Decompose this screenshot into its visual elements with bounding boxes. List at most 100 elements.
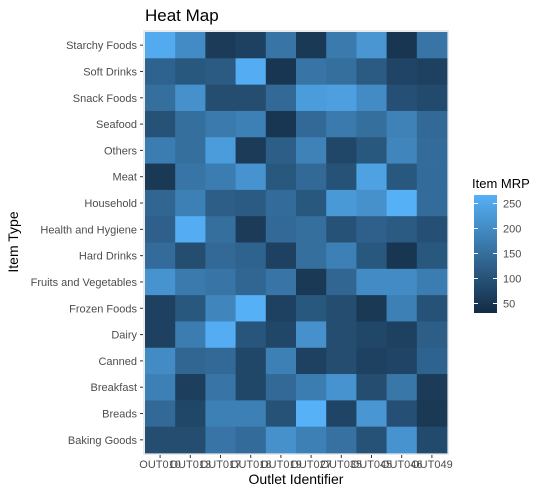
x-tick-label: OUT049 [411,459,453,471]
heatmap-cell [235,295,267,322]
heatmap-cell [205,295,236,322]
heatmap-cell [326,347,357,375]
heatmap-cell [265,84,297,112]
heatmap-cell [296,137,327,164]
heatmap-cell [326,374,357,401]
y-tick-label: Breakfast [91,382,137,394]
heatmap-cell [296,295,327,322]
heatmap-cell [145,426,176,454]
heatmap-cell [235,268,267,296]
heatmap-cell [145,110,176,138]
heatmap-cell [326,110,357,138]
heatmap-cell [235,189,267,217]
heatmap-cell [205,189,236,217]
heatmap-cell [145,32,176,59]
heatmap-cell [386,374,418,401]
heatmap-cell [235,216,267,243]
y-tick-label: Baking Goods [68,435,138,447]
heatmap-cell [386,32,418,59]
heatmap-cell [235,137,267,164]
heatmap-cell [296,400,327,428]
heatmap-cell [356,32,387,59]
heatmap-cell [416,400,448,428]
heatmap-cell [235,400,267,428]
heatmap-cell [386,295,418,322]
heatmap-cell [326,216,357,243]
heatmap-cell [326,58,357,86]
heatmap-cell [145,189,176,217]
heatmap-cell [296,347,327,375]
heatmap-cell [265,32,297,59]
y-tick-label: Breads [102,409,137,421]
heatmap-cell [205,347,236,375]
heatmap-cell [326,163,357,191]
heatmap-cell [356,268,387,296]
heatmap-cell [326,137,357,164]
heatmap-cell [386,321,418,349]
heatmap-cell [386,58,418,86]
heatmap-cell [145,374,176,401]
heatmap-cell [265,58,297,86]
heatmap-cell [386,84,418,112]
heatmap-cell [356,242,387,270]
heatmap-cell [356,58,387,86]
heatmap-cell [356,400,387,428]
x-tick-label: OUT027 [290,459,332,471]
y-tick-label: Others [104,145,138,157]
x-tick-label: OUT019 [260,459,302,471]
x-tick-label: OUT018 [230,459,272,471]
heatmap-cell [386,163,418,191]
colorbar-tick-label: 200 [503,224,521,236]
heatmap-cell [386,110,418,138]
heatmap-cell [356,347,387,375]
heatmap-cell [205,32,236,59]
colorbar-tick-label: 50 [503,299,515,311]
heatmap-cell [145,137,176,164]
heatmap-cell [205,58,236,86]
y-tick-label: Snack Foods [73,93,138,105]
heatmap-cell [145,216,176,243]
legend-title: Item MRP [472,176,530,191]
heatmap-cell [386,347,418,375]
heatmap-cell [175,163,206,191]
heatmap-cell [145,163,176,191]
heatmap-cell [175,189,206,217]
heatmap-cell [265,216,297,243]
heatmap-cell [296,216,327,243]
heatmap-cell [265,347,297,375]
heatmap-cell [145,295,176,322]
heatmap-cell [265,268,297,296]
heatmap-cell [416,32,448,59]
heatmap-cell [356,110,387,138]
heatmap-cell [326,400,357,428]
heatmap-cell [296,426,327,454]
heatmap-cell [326,189,357,217]
y-tick-label: Canned [98,356,137,368]
heatmap-cell [175,137,206,164]
colorbar-tick-label: 150 [503,249,521,261]
heatmap-cell [356,84,387,112]
heatmap-cell [175,400,206,428]
heatmap-cell [205,400,236,428]
heatmap-cell [175,32,206,59]
heatmap-cell [175,268,206,296]
heatmap-cell [265,374,297,401]
heatmap-cell [205,321,236,349]
heatmap-cell [356,163,387,191]
heatmap-cell [326,242,357,270]
heatmap-cell [175,84,206,112]
heatmap-cell [386,189,418,217]
heatmap-cell [265,426,297,454]
heatmap-cell [416,58,448,86]
heatmap-cell [205,110,236,138]
heatmap-cell [145,400,176,428]
heatmap-cell [175,242,206,270]
heatmap-cell [416,321,448,349]
heatmap-cell [356,295,387,322]
x-tick-label: OUT017 [200,459,242,471]
heatmap-cell [175,374,206,401]
heatmap-cell [296,242,327,270]
heatmap-cell [416,137,448,164]
heatmap-cell [145,242,176,270]
